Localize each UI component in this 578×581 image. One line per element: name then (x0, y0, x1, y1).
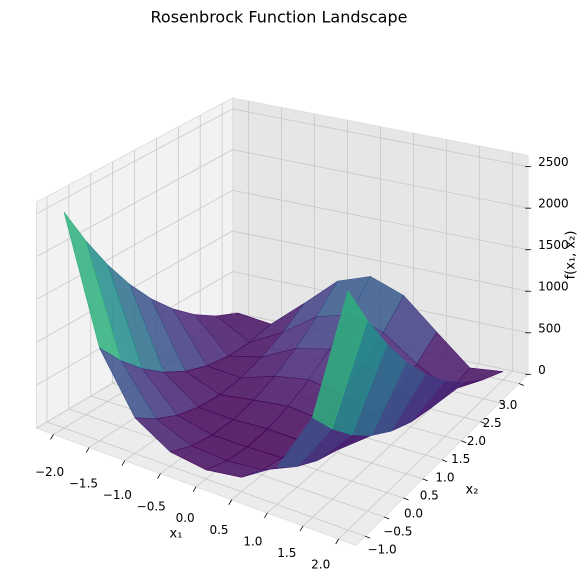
x-tick (50, 434, 54, 440)
grid-line (36, 108, 233, 215)
z-axis-label: f(x₁, x₂) (564, 231, 578, 280)
y-tick (403, 497, 409, 501)
surface-patch (312, 290, 368, 430)
y-tick-label: 2.0 (467, 434, 486, 448)
grid-line (232, 189, 529, 251)
y-tick (518, 383, 525, 386)
z-tick-label: 2500 (538, 155, 569, 169)
x-tick (228, 499, 233, 505)
y-tick-label: 2.5 (483, 416, 502, 430)
y-tick (384, 516, 390, 520)
y-tick-label: −1.0 (367, 543, 396, 557)
y-tick (499, 402, 505, 405)
grid-line (36, 230, 233, 343)
grid-line (36, 189, 233, 300)
y-tick (441, 459, 448, 463)
x-tick (192, 486, 197, 492)
y-tick-label: 1.5 (451, 452, 470, 466)
y-tick-label: 0.5 (420, 488, 439, 502)
x-tick (264, 512, 268, 519)
x-tick-label: −0.5 (137, 500, 166, 514)
y-tick-label: −0.5 (383, 525, 412, 539)
x-tick (299, 525, 304, 532)
y-tick-label: 3.0 (498, 398, 517, 412)
x-tick (85, 447, 90, 453)
z-tick-label: 1500 (538, 238, 569, 252)
grid-line (232, 230, 529, 292)
x-tick (157, 473, 161, 479)
y-tick (461, 440, 467, 444)
z-tick-label: 2000 (538, 197, 569, 211)
x-axis-label: x₁ (170, 527, 183, 542)
grid-line (232, 149, 529, 209)
x-tick (121, 460, 126, 466)
x-tick-label: 1.5 (277, 546, 296, 560)
y-tick-label: 1.0 (435, 470, 454, 484)
y-tick (364, 535, 371, 539)
x-tick (335, 538, 340, 545)
z-tick-label: 0 (538, 363, 546, 377)
y-tick (422, 478, 428, 482)
grid-line (232, 108, 529, 168)
z-tick-label: 1000 (538, 280, 569, 294)
x-tick-label: 0.0 (176, 511, 195, 525)
grid-line (36, 149, 233, 257)
y-axis-label: x₂ (466, 483, 479, 498)
x-tick-label: 1.0 (243, 534, 262, 548)
chart-title: Rosenbrock Function Landscape (151, 8, 408, 27)
x-tick-label: −1.5 (69, 476, 98, 490)
y-tick (480, 421, 486, 425)
x-tick-label: 2.0 (311, 558, 330, 572)
z-tick-label: 500 (538, 321, 561, 335)
x-tick-label: −1.0 (103, 488, 132, 502)
x-tick-label: −2.0 (35, 465, 64, 479)
y-tick-label: 0.0 (404, 506, 423, 520)
x-tick-label: 0.5 (209, 523, 228, 537)
grid-line (46, 421, 366, 537)
